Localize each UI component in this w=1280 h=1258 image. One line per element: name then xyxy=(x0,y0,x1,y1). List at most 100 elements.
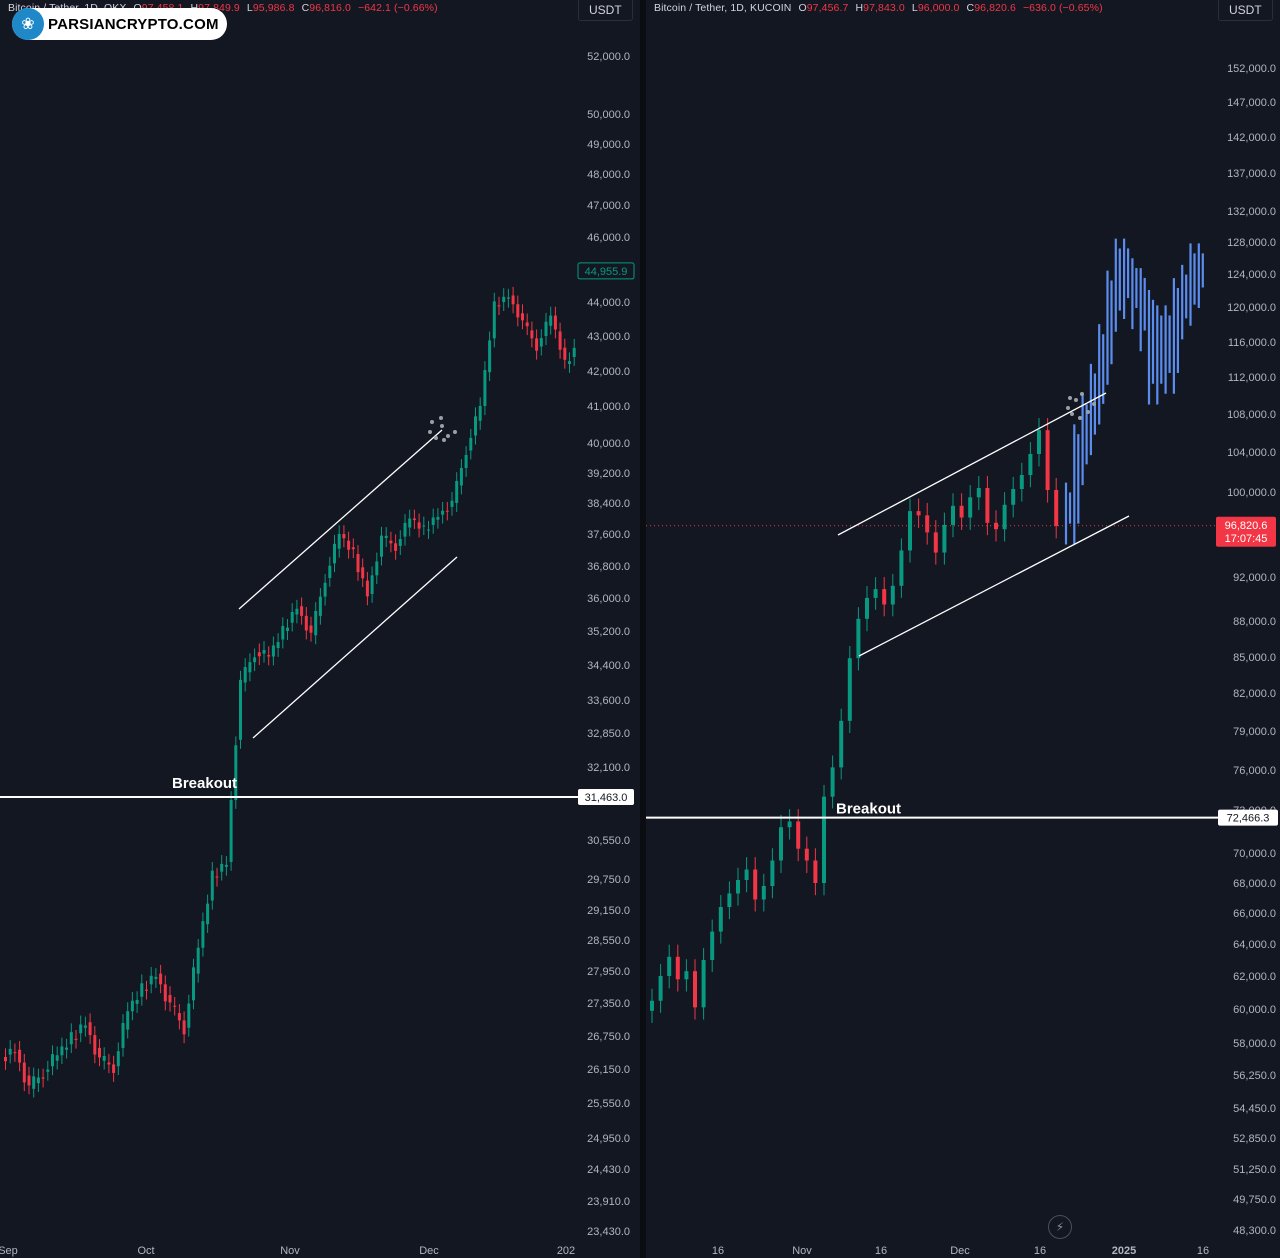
right-candle xyxy=(951,505,955,525)
right-close: 96,820.6 xyxy=(974,2,1016,14)
right-projection-dot xyxy=(1086,410,1090,414)
left-candle xyxy=(168,995,172,1003)
right-time-tick: 16 xyxy=(875,1245,887,1257)
left-price-tick: 27,950.0 xyxy=(587,966,630,978)
right-chart-panel[interactable]: 152,000.0 147,000.0 142,000.0 137,000.0 132,… xyxy=(646,0,1280,1258)
left-currency-button[interactable]: USDT xyxy=(578,0,633,21)
right-candle xyxy=(813,860,818,883)
right-chart-canvas[interactable]: 152,000.0 147,000.0 142,000.0 137,000.0 132,… xyxy=(646,0,1280,1258)
left-candle xyxy=(102,1055,106,1061)
right-low: 96,000.0 xyxy=(917,2,960,14)
right-candle xyxy=(736,880,740,894)
left-candle xyxy=(464,455,468,468)
right-candle xyxy=(882,589,887,605)
left-price-tick: 35,200.0 xyxy=(587,626,630,638)
right-candle xyxy=(865,597,869,619)
left-projection-dot xyxy=(430,420,434,424)
left-chart-panel[interactable]: 52,000.0 50,000.0 49,000.0 48,000.0 47,000.0… xyxy=(0,0,640,1258)
right-candle xyxy=(1011,489,1016,505)
right-candle xyxy=(787,821,792,828)
right-price-tick: 120,000.0 xyxy=(1227,302,1276,314)
left-candle xyxy=(154,976,158,979)
left-candle xyxy=(215,876,219,878)
right-high-label: H xyxy=(855,2,864,14)
left-candle xyxy=(511,295,515,305)
right-candle xyxy=(933,532,938,553)
left-price-tick: 36,800.0 xyxy=(587,561,630,573)
left-projection-dot xyxy=(434,436,438,440)
left-candle xyxy=(206,903,210,925)
left-candle xyxy=(323,582,327,597)
left-time-tick: Sep xyxy=(0,1245,18,1257)
right-currency-button[interactable]: USDT xyxy=(1218,0,1273,21)
right-candle xyxy=(727,893,732,907)
left-breakout-label: Breakout xyxy=(172,775,237,792)
right-projection-dot xyxy=(1078,416,1082,420)
left-candle xyxy=(8,1048,12,1055)
right-price-tick: 112,000.0 xyxy=(1228,372,1276,384)
right-candle xyxy=(968,497,973,518)
left-projection-dot xyxy=(442,438,446,442)
left-candle xyxy=(497,305,501,307)
left-candle xyxy=(41,1077,45,1079)
left-candle xyxy=(436,516,440,520)
right-candle xyxy=(658,976,663,1001)
left-candle xyxy=(445,510,449,512)
lightning-icon[interactable]: ⚡ xyxy=(1048,1215,1072,1239)
left-price-tick: 32,850.0 xyxy=(587,728,630,740)
right-price-tick: 147,000.0 xyxy=(1227,97,1276,109)
right-projection-dot xyxy=(1068,396,1072,400)
left-candle xyxy=(535,338,539,351)
left-candle xyxy=(267,655,271,657)
left-candle xyxy=(65,1047,69,1050)
site-logo: ❀ PARSIANCRYPTO.COM xyxy=(12,8,227,40)
right-projection-dot xyxy=(1080,392,1084,396)
right-candle xyxy=(650,1000,654,1011)
left-candle xyxy=(36,1077,40,1084)
right-close-label: C xyxy=(966,2,975,14)
left-price-tick: 32,100.0 xyxy=(587,762,630,774)
left-candle xyxy=(234,745,238,800)
right-price-tick: 124,000.0 xyxy=(1227,269,1276,281)
left-candle xyxy=(412,518,416,521)
left-candle xyxy=(539,338,543,347)
left-candle xyxy=(370,575,374,594)
right-candle xyxy=(1037,430,1041,454)
left-price-tick: 40,000.0 xyxy=(587,438,630,450)
left-candle xyxy=(431,517,435,525)
left-candle xyxy=(300,606,304,616)
left-projection-dot xyxy=(440,424,444,428)
left-candle xyxy=(417,522,421,529)
left-candle xyxy=(530,330,534,339)
left-candle xyxy=(243,667,247,683)
left-candle xyxy=(389,540,393,544)
right-projection-dot xyxy=(1070,412,1074,416)
right-candle xyxy=(899,550,904,586)
panel-divider[interactable] xyxy=(640,0,646,1258)
left-candle xyxy=(201,921,205,948)
left-candle xyxy=(516,304,520,318)
left-candle xyxy=(502,296,506,302)
right-price-tick: 92,000.0 xyxy=(1233,572,1276,584)
left-price-tick: 34,400.0 xyxy=(587,660,630,672)
left-candle xyxy=(365,580,369,597)
left-price-tick: 26,150.0 xyxy=(587,1064,630,1076)
right-price-tick: 60,000.0 xyxy=(1233,1004,1276,1016)
left-candle xyxy=(483,370,487,406)
left-candle xyxy=(98,1047,101,1058)
right-candle xyxy=(1028,454,1033,475)
left-price-tick: 33,600.0 xyxy=(587,695,630,707)
right-time-tick: Nov xyxy=(792,1245,812,1257)
right-price-tick: 116,000.0 xyxy=(1228,337,1276,349)
left-low: 95,986.8 xyxy=(252,2,295,14)
right-symbol: Bitcoin / Tether, 1D, KUCOIN xyxy=(654,2,792,14)
right-price-tick: 76,000.0 xyxy=(1233,765,1276,777)
left-chart-canvas[interactable]: 52,000.0 50,000.0 49,000.0 48,000.0 47,000.0… xyxy=(0,0,640,1258)
left-price-tick: 46,000.0 xyxy=(587,232,630,244)
logo-icon: ❀ xyxy=(12,8,44,40)
left-candle xyxy=(257,652,261,657)
left-time-tick: Nov xyxy=(280,1245,300,1257)
left-projection-dot xyxy=(439,416,443,420)
left-candle xyxy=(135,999,139,1004)
left-candle xyxy=(525,322,529,327)
